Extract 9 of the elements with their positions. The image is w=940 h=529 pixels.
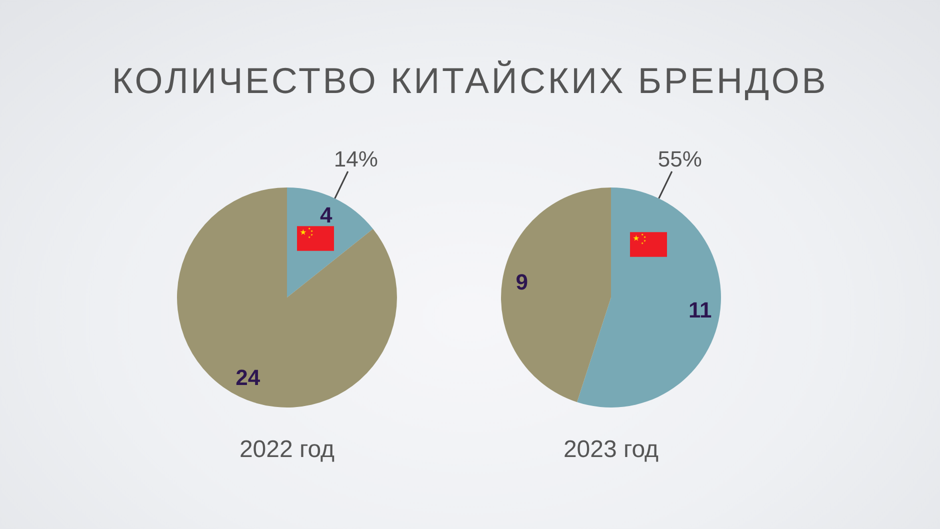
data-label: 4 (320, 202, 334, 228)
data-label: 9 (515, 269, 528, 294)
data-label: 24 (236, 364, 261, 390)
text: 55% (657, 146, 702, 172)
data-label: 11 (688, 298, 712, 323)
text: 14% (334, 146, 378, 172)
text: 2022 год (239, 436, 335, 464)
text: КОЛИЧЕСТВО КИТАЙСКИХ БРЕНДОВ (110, 60, 830, 101)
text: 2023 год (562, 436, 658, 464)
